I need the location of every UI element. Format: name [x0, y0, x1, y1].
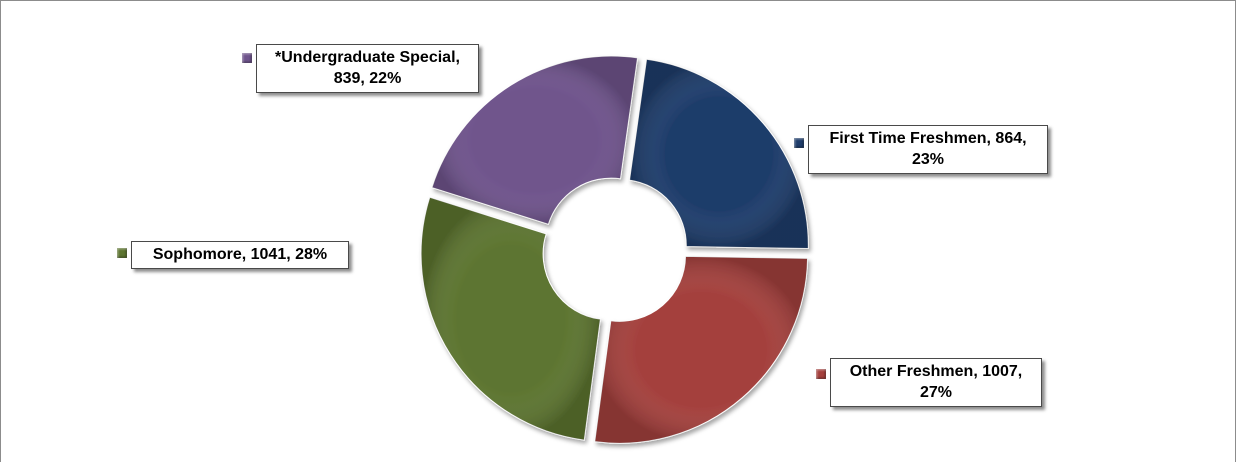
donut-slice-shading-undergraduate-special [431, 56, 638, 225]
legend-key-first-time-freshmen [794, 138, 804, 148]
legend-key-sophomore [117, 248, 127, 258]
data-label-other-freshmen: Other Freshmen, 1007, 27% [830, 358, 1042, 407]
label-text-line-2: 839, 22% [333, 70, 402, 87]
label-text-line-1: Other Freshmen, 1007, [849, 363, 1023, 380]
label-text-line-1: *Undergraduate Special, [275, 49, 460, 66]
label-text-line-2: 27% [919, 384, 953, 401]
data-label-undergraduate-special: *Undergraduate Special, 839, 22% [256, 44, 479, 93]
label-text-line-1: Sophomore, 1041, 28% [152, 246, 328, 263]
donut-slice-shading-first-time-freshmen [629, 59, 809, 249]
label-text-line-1: First Time Freshmen, 864, [829, 130, 1027, 147]
label-text-line-2: 23% [911, 151, 945, 168]
donut-slice-shading-other-freshmen [594, 256, 808, 444]
donut-slice-shading-sophomore [421, 197, 601, 441]
legend-key-undergraduate-special [242, 53, 252, 63]
data-label-first-time-freshmen: First Time Freshmen, 864, 23% [808, 125, 1048, 174]
data-label-sophomore: Sophomore, 1041, 28% [131, 241, 349, 269]
legend-key-other-freshmen [816, 369, 826, 379]
